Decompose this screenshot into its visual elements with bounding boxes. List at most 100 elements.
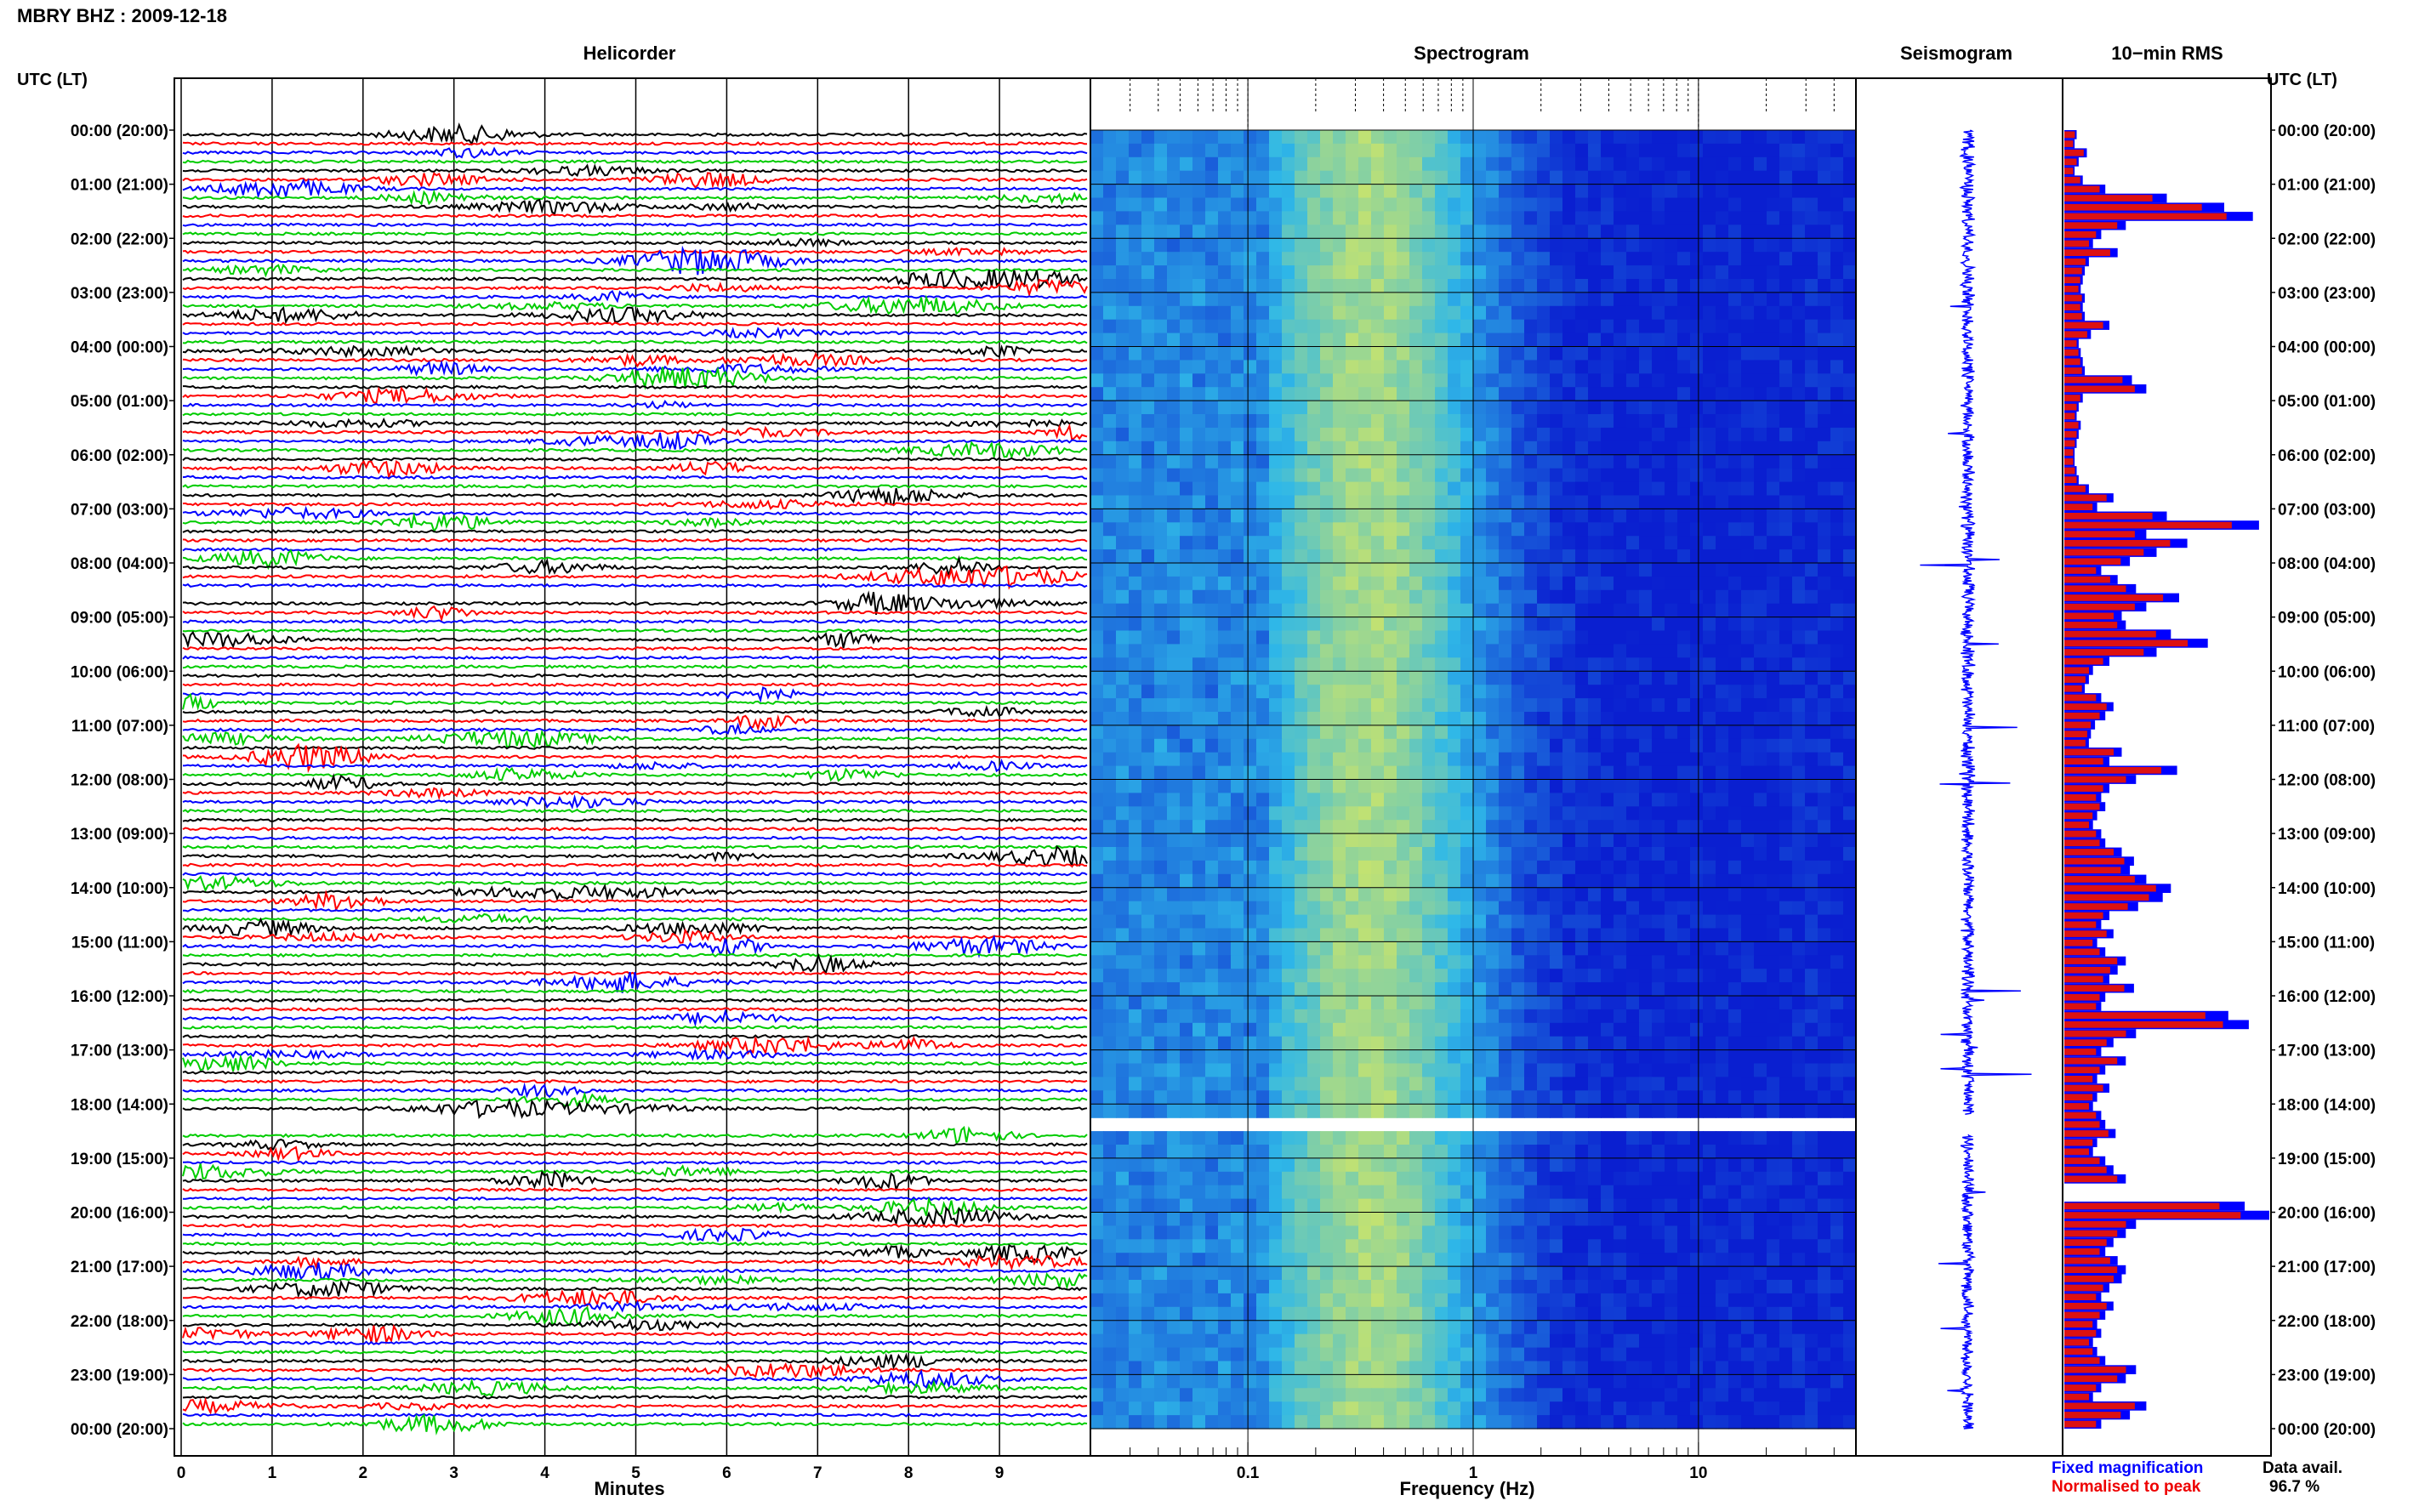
spectrogram-cell [1614, 481, 1627, 497]
spectrogram-cell [1473, 1049, 1487, 1065]
spectrogram-cell [1716, 698, 1729, 713]
spectrogram-cell [1116, 1225, 1130, 1240]
spectrogram-cell [1320, 1198, 1334, 1214]
spectrogram-cell [1103, 305, 1117, 321]
spectrogram-cell [1562, 360, 1576, 374]
spectrogram-cell [1282, 1090, 1295, 1105]
spectrogram-cell [1346, 373, 1359, 388]
spectrogram-cell [1716, 468, 1729, 483]
spectrogram-cell [1103, 1185, 1117, 1200]
spectrogram-cell [1486, 996, 1500, 1010]
spectrogram-cell [1141, 738, 1155, 753]
spectrogram-cell [1218, 712, 1232, 726]
spectrogram-cell [1614, 1049, 1627, 1065]
spectrogram-cell [1652, 914, 1665, 929]
spectrogram-cell [1588, 197, 1602, 212]
spectrogram-cell [1090, 617, 1104, 632]
spectrogram-cell [1244, 671, 1257, 685]
spectrogram-cell [1333, 1145, 1346, 1159]
spectrogram-cell [1358, 1157, 1372, 1173]
spectrogram-cell [1588, 738, 1602, 753]
spectrogram-cell [1460, 644, 1474, 658]
spectrogram-cell [1652, 969, 1665, 983]
spectrogram-cell [1307, 1090, 1321, 1105]
spectrogram-cell [1499, 982, 1512, 997]
spectrogram-cell [1830, 1036, 1844, 1051]
spectrogram-cell [1358, 589, 1372, 605]
spectrogram-cell [1244, 685, 1257, 699]
spectrogram-cell [1448, 441, 1461, 456]
spectrogram-cell [1090, 468, 1104, 483]
spectrogram-cell [1116, 143, 1130, 158]
spectrogram-cell [1614, 441, 1627, 456]
spectrogram-cell [1435, 712, 1449, 726]
spectrogram-cell [1397, 238, 1410, 253]
spectrogram-cell [1754, 211, 1767, 225]
spectrogram-cell [1511, 1185, 1525, 1200]
spectrogram-cell [1550, 481, 1563, 497]
spectrogram-cell [1537, 427, 1551, 442]
spectrogram-cell [1460, 887, 1474, 902]
spectrogram-cell [1754, 982, 1767, 997]
spectrogram-cell [1716, 197, 1729, 212]
spectrogram-cell [1537, 982, 1551, 997]
spectrogram-cell [1767, 1090, 1780, 1105]
spectrogram-cell [1486, 252, 1500, 266]
spectrogram-cell [1728, 765, 1742, 781]
spectrogram-cell [1231, 265, 1244, 280]
spectrogram-cell [1295, 996, 1308, 1010]
spectrogram-cell [1792, 1090, 1806, 1105]
spectrogram-cell [1205, 536, 1219, 550]
spectrogram-cell [1716, 1104, 1729, 1118]
spectrogram-cell [1767, 685, 1780, 699]
spectrogram-cell [1435, 292, 1449, 307]
spectrogram-cell [1167, 698, 1181, 713]
spectrogram-cell [1562, 333, 1576, 348]
spectrogram-cell [1499, 873, 1512, 889]
spectrogram-cell [1716, 589, 1729, 605]
spectrogram-cell [1767, 346, 1780, 361]
spectrogram-cell [1537, 319, 1551, 334]
spectrogram-cell [1129, 820, 1142, 834]
spectrogram-cell [1716, 752, 1729, 767]
spectrogram-cell [1575, 1104, 1589, 1118]
spectrogram-cell [1575, 1022, 1589, 1037]
spectrogram-cell [1282, 495, 1295, 509]
spectrogram-cell [1090, 197, 1104, 212]
spectrogram-cell [1690, 252, 1704, 266]
spectrogram-cell [1116, 1185, 1130, 1200]
spectrogram-cell [1129, 549, 1142, 564]
spectrogram-cell [1792, 346, 1806, 361]
spectrogram-cell [1141, 225, 1155, 239]
spectrogram-cell [1601, 914, 1614, 929]
spectrogram-cell [1550, 860, 1563, 875]
spectrogram-cell [1614, 860, 1627, 875]
spectrogram-cell [1524, 806, 1538, 821]
spectrogram-cell [1818, 292, 1831, 307]
spectrogram-cell [1116, 617, 1130, 632]
spectrogram-cell [1767, 657, 1780, 672]
spectrogram-cell [1818, 333, 1831, 348]
spectrogram-cell [1103, 401, 1117, 415]
spectrogram-cell [1307, 143, 1321, 158]
spectrogram-cell [1409, 928, 1423, 942]
helicorder-trace [182, 565, 1088, 590]
spectrogram-cell [1154, 887, 1168, 902]
spectrogram-cell [1384, 955, 1397, 969]
spectrogram-cell [1346, 481, 1359, 497]
spectrogram-cell [1358, 279, 1372, 293]
spectrogram-cell [1665, 333, 1678, 348]
spectrogram-cell [1690, 549, 1704, 564]
spectrogram-cell [1626, 873, 1640, 889]
spectrogram-cell [1448, 130, 1461, 145]
spectrogram-cell [1779, 671, 1793, 685]
spectrogram-cell [1244, 589, 1257, 605]
spectrogram-cell [1460, 184, 1474, 199]
spectrogram-cell [1754, 617, 1767, 632]
spectrogram-cell [1652, 982, 1665, 997]
spectrogram-cell [1205, 1022, 1219, 1037]
spectrogram-cell [1524, 1171, 1538, 1186]
spectrogram-cell [1690, 901, 1704, 916]
spectrogram-cell [1677, 1145, 1691, 1159]
spectrogram-cell [1830, 360, 1844, 374]
